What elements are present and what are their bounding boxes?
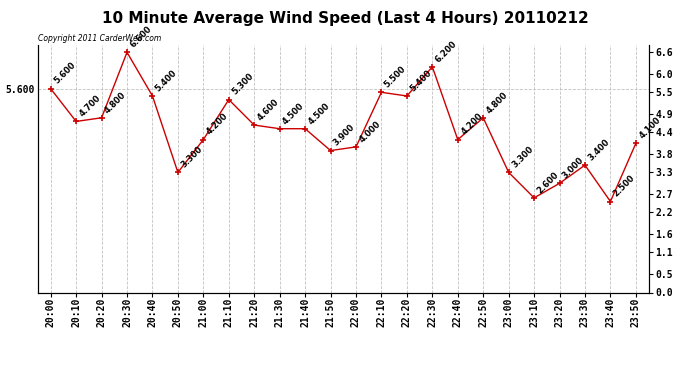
Text: 4.500: 4.500 (306, 101, 332, 126)
Text: 2.600: 2.600 (535, 170, 560, 195)
Text: 4.500: 4.500 (281, 101, 306, 126)
Text: 3.900: 3.900 (332, 123, 357, 148)
Text: 3.300: 3.300 (510, 145, 535, 170)
Text: 4.700: 4.700 (77, 94, 103, 118)
Text: 4.000: 4.000 (357, 119, 382, 144)
Text: 5.600: 5.600 (52, 61, 77, 86)
Text: 4.200: 4.200 (459, 112, 484, 137)
Text: 3.400: 3.400 (586, 137, 611, 162)
Text: 5.300: 5.300 (230, 72, 255, 97)
Text: 10 Minute Average Wind Speed (Last 4 Hours) 20110212: 10 Minute Average Wind Speed (Last 4 Hou… (101, 11, 589, 26)
Text: 4.600: 4.600 (255, 97, 281, 122)
Text: 5.400: 5.400 (408, 68, 433, 93)
Text: 4.200: 4.200 (205, 112, 230, 137)
Text: 6.200: 6.200 (434, 39, 459, 64)
Text: 5.500: 5.500 (383, 64, 408, 90)
Text: 4.100: 4.100 (638, 116, 662, 141)
Text: 5.400: 5.400 (154, 68, 179, 93)
Text: 2.500: 2.500 (612, 174, 637, 199)
Text: Copyright 2011 CarderWeb.com: Copyright 2011 CarderWeb.com (38, 33, 161, 42)
Text: 6.600: 6.600 (128, 24, 153, 50)
Text: 4.800: 4.800 (103, 90, 128, 115)
Text: 3.300: 3.300 (179, 145, 204, 170)
Text: 4.800: 4.800 (484, 90, 510, 115)
Text: 3.000: 3.000 (561, 156, 586, 180)
